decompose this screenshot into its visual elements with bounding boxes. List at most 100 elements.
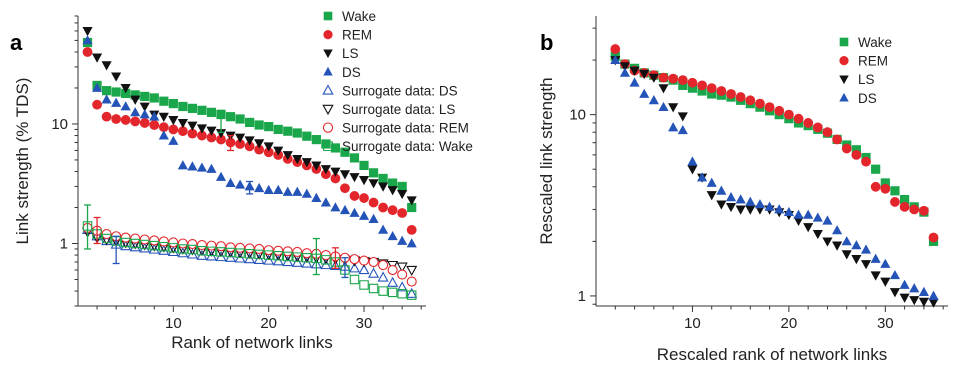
data-point [302,252,312,263]
data-point [196,124,208,134]
x-tick-label: 30 [877,315,894,332]
data-point [187,128,198,139]
data-point [158,236,169,247]
data-point [206,107,217,117]
data-point [329,259,341,270]
panel-label: a [10,30,23,55]
data-point [397,288,407,299]
data-point [301,158,312,168]
data-point [263,184,274,194]
data-point [359,280,369,290]
data-point [148,243,160,254]
data-point [368,267,380,278]
data-point [860,244,872,254]
data-point [406,196,417,206]
data-point [263,254,275,265]
data-point [687,77,698,88]
data-point [822,127,833,138]
data-point [745,196,756,206]
data-point [273,245,284,256]
legend-label: Surrogate data: LS [342,102,455,117]
data-point [120,115,131,125]
data-point [406,290,417,300]
data-point [254,144,265,155]
data-point [139,109,150,119]
legend-marker [323,66,333,76]
data-point [697,172,708,182]
data-point [130,95,141,105]
data-point [282,151,293,161]
data-point [619,67,630,77]
data-point [909,204,920,215]
data-point [735,205,746,215]
data-point [716,185,727,195]
data-point [358,255,370,266]
series-rem [610,44,939,243]
data-point [832,241,843,251]
data-point [254,249,264,260]
data-point [215,241,227,252]
data-point [320,250,331,261]
data-point [168,99,178,109]
data-point [139,234,150,245]
data-point [851,240,862,250]
data-point [111,72,122,82]
data-point [870,181,881,192]
data-point [291,256,303,267]
data-point [311,192,322,202]
data-point [235,248,245,258]
data-point [889,269,901,280]
data-point [889,288,901,298]
data-point [321,255,331,265]
data-point [273,124,283,135]
data-point [263,250,274,260]
data-point [111,114,122,124]
data-point [890,186,900,196]
data-point [330,143,341,153]
data-point [841,250,852,260]
data-point [340,265,350,275]
data-point [871,164,881,174]
data-point [120,240,132,251]
data-point [368,256,379,268]
data-point [120,84,131,94]
data-point [311,161,322,171]
data-point [101,111,112,122]
y-axis-label: Link strength (% TDS) [13,78,32,245]
y-tick-label: 10 [569,107,586,124]
data-point [245,117,255,128]
data-point [244,243,255,254]
data-point [359,160,369,171]
data-point [253,253,265,264]
data-point [803,223,814,233]
data-point [812,229,823,240]
data-point [745,95,756,106]
data-point [254,243,265,255]
data-point [292,252,303,262]
data-point [139,239,150,250]
data-point [178,244,188,254]
data-point [130,233,141,244]
data-point [177,119,188,129]
data-point [206,246,217,257]
data-point [159,96,169,106]
data-point [330,167,341,177]
data-point [149,235,160,246]
data-point [774,105,785,116]
data-point [900,194,910,205]
data-point [187,121,198,131]
data-point [282,186,293,196]
legend-marker [322,122,334,133]
data-point [139,102,150,112]
data-point [206,132,217,143]
data-point [130,116,141,127]
data-point [726,89,736,99]
data-point [92,82,103,92]
data-point [225,112,236,122]
data-point [397,269,408,280]
legend-marker [839,37,849,47]
data-point [130,107,141,117]
data-point [301,257,313,268]
data-point [177,126,188,137]
